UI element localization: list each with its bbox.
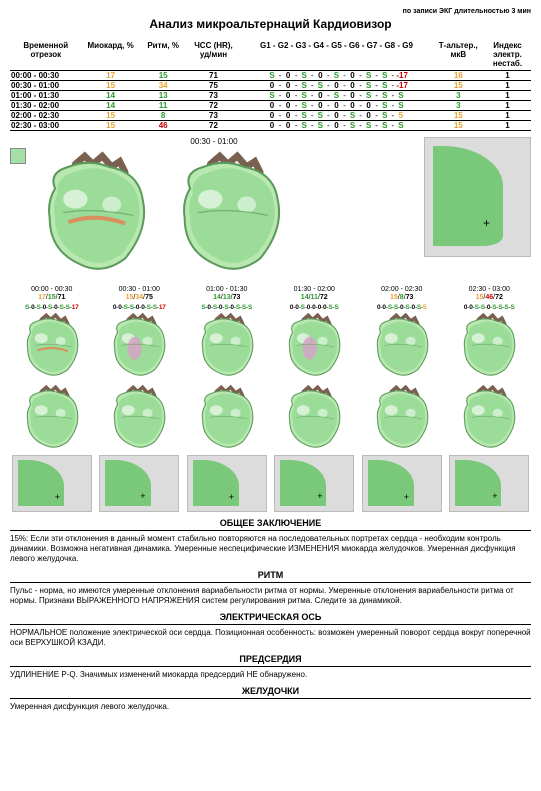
- sections: ОБЩЕЕ ЗАКЛЮЧЕНИЕ 15%: Если эти отклонени…: [10, 518, 531, 712]
- big-heart-anterior: [28, 148, 163, 278]
- mini-map: +: [12, 455, 92, 512]
- big-map-shape: [433, 146, 503, 246]
- thumb-time: 00:00 - 00:30: [10, 286, 94, 293]
- big-preview-row: 00:30 - 01:00 +: [10, 137, 531, 278]
- table-row: 02:00 - 02:30 15 8 73 0 - 0 - S - S - 0 …: [10, 111, 531, 121]
- thumb-gs: 0-0-S-0-0-0-0-S-S: [273, 304, 357, 311]
- mini-heart-anterior: [187, 311, 267, 381]
- big-map-cross: +: [483, 216, 490, 230]
- thumb-gs: 0-0-S-S-0-S-S-S-S: [448, 304, 532, 311]
- section-body: УДЛИНЕНИЕ P-Q. Значимых изменений миокар…: [10, 670, 531, 680]
- thumb-col: 00:00 - 00:30 17/15/71 S-0-S-0-S-0-S-S-1…: [10, 286, 94, 512]
- mini-map: +: [274, 455, 354, 512]
- mini-heart-anterior: [362, 311, 442, 381]
- thumb-time: 02:30 - 03:00: [448, 286, 532, 293]
- section-divider: [10, 530, 531, 531]
- section-divider: [10, 698, 531, 699]
- table-row: 02:30 - 03:00 15 46 72 0 - 0 - S - S - 0…: [10, 121, 531, 131]
- data-table: Временнойотрезок Миокард, % Ритм, % ЧСС …: [10, 39, 531, 131]
- mini-map-cross: +: [229, 492, 234, 502]
- mini-heart-posterior: [274, 383, 354, 453]
- thumb-gs: S-0-S-0-S-0-S-S-17: [10, 304, 94, 311]
- mini-map: +: [99, 455, 179, 512]
- mini-map: +: [362, 455, 442, 512]
- thumb-col: 01:30 - 02:00 14/11/72 0-0-S-0-0-0-0-S-S…: [273, 286, 357, 512]
- section-head: РИТМ: [10, 570, 531, 580]
- thumb-stats: 17/15/71: [10, 294, 94, 302]
- thumb-stats: 15/34/75: [98, 294, 182, 302]
- thumb-stats: 14/11/72: [273, 294, 357, 302]
- section-body: 15%: Если эти отклонения в данный момент…: [10, 534, 531, 564]
- table-row: 00:00 - 00:30 17 15 71 S - 0 - S - 0 - S…: [10, 71, 531, 81]
- mini-heart-anterior: [449, 311, 529, 381]
- th-talt: Т-альтер.,мкВ: [433, 39, 484, 71]
- thumb-time: 02:00 - 02:30: [360, 286, 444, 293]
- section-divider: [10, 582, 531, 583]
- thumb-col: 00:30 - 01:00 15/34/75 0-0-S-S-0-0-S-S-1…: [98, 286, 182, 512]
- thumb-col: 02:00 - 02:30 15/8/73 0-0-S-S-0-S-0-S-5 …: [360, 286, 444, 512]
- thumb-time: 00:30 - 01:00: [98, 286, 182, 293]
- section-divider: [10, 624, 531, 625]
- th-time: Временнойотрезок: [10, 39, 82, 71]
- thumb-grid: 00:00 - 00:30 17/15/71 S-0-S-0-S-0-S-S-1…: [10, 286, 531, 512]
- mini-map-cross: +: [317, 491, 322, 501]
- mini-map: +: [449, 455, 529, 512]
- top-note: по записи ЭКГ длительностью 3 мин: [10, 8, 531, 15]
- big-hearts-pair: [10, 148, 418, 278]
- thumb-stats: 15/8/73: [360, 294, 444, 302]
- mini-map-cross: +: [404, 492, 409, 502]
- mini-map-cross: +: [492, 491, 497, 501]
- mini-heart-posterior: [187, 383, 267, 453]
- mini-heart-anterior: [12, 311, 92, 381]
- thumb-time: 01:30 - 02:00: [273, 286, 357, 293]
- table-row: 01:00 - 01:30 14 13 73 S - 0 - S - 0 - S…: [10, 91, 531, 101]
- mini-heart-posterior: [362, 383, 442, 453]
- section-head: ПРЕДСЕРДИЯ: [10, 654, 531, 664]
- section-head: ОБЩЕЕ ЗАКЛЮЧЕНИЕ: [10, 518, 531, 528]
- page-title: Анализ микроальтернаций Кардиовизор: [10, 17, 531, 31]
- thumb-stats: 15/46/72: [448, 294, 532, 302]
- section-head: ЭЛЕКТРИЧЕСКАЯ ОСЬ: [10, 612, 531, 622]
- th-hr: ЧСС (HR),уд/мин: [187, 39, 241, 71]
- big-heart-posterior: [163, 148, 298, 278]
- mini-heart-posterior: [12, 383, 92, 453]
- section-body: НОРМАЛЬНОЕ положение электрической оси с…: [10, 628, 531, 648]
- section-head: ЖЕЛУДОЧКИ: [10, 686, 531, 696]
- th-g: G1 - G2 - G3 - G4 - G5 - G6 - G7 - G8 - …: [240, 39, 432, 71]
- thumb-col: 02:30 - 03:00 15/46/72 0-0-S-S-0-S-S-S-S…: [448, 286, 532, 512]
- thumb-stats: 14/13/73: [185, 294, 269, 302]
- thumb-col: 01:00 - 01:30 14/13/73 S-0-S-0-S-0-S-S-S…: [185, 286, 269, 512]
- header-row: Временнойотрезок Миокард, % Ритм, % ЧСС …: [10, 39, 531, 71]
- thumb-gs: S-0-S-0-S-0-S-S-S: [185, 304, 269, 311]
- green-marker: [10, 148, 26, 164]
- big-map: +: [424, 137, 531, 257]
- thumb-gs: 0-0-S-S-0-S-0-S-5: [360, 304, 444, 311]
- section-divider: [10, 666, 531, 667]
- thumb-time: 01:00 - 01:30: [185, 286, 269, 293]
- section-body: Пульс - норма, но имеются умеренные откл…: [10, 586, 531, 606]
- mini-map-cross: +: [55, 492, 60, 502]
- mini-heart-anterior: [99, 311, 179, 381]
- th-myo: Миокард, %: [82, 39, 140, 71]
- mini-map-cross: +: [140, 491, 145, 501]
- section-body: Умеренная дисфункция левого желудочка.: [10, 702, 531, 712]
- table-row: 01:30 - 02:00 14 11 72 0 - 0 - S - 0 - 0…: [10, 101, 531, 111]
- th-idx: Индексэлектр.нестаб.: [484, 39, 531, 71]
- table-row: 00:30 - 01:00 15 34 75 0 - 0 - S - S - 0…: [10, 81, 531, 91]
- thumb-gs: 0-0-S-S-0-0-S-S-17: [98, 304, 182, 311]
- big-preview-label: 00:30 - 01:00: [10, 137, 418, 146]
- th-rhythm: Ритм, %: [140, 39, 187, 71]
- mini-heart-posterior: [99, 383, 179, 453]
- mini-heart-posterior: [449, 383, 529, 453]
- mini-heart-anterior: [274, 311, 354, 381]
- mini-map: +: [187, 455, 267, 512]
